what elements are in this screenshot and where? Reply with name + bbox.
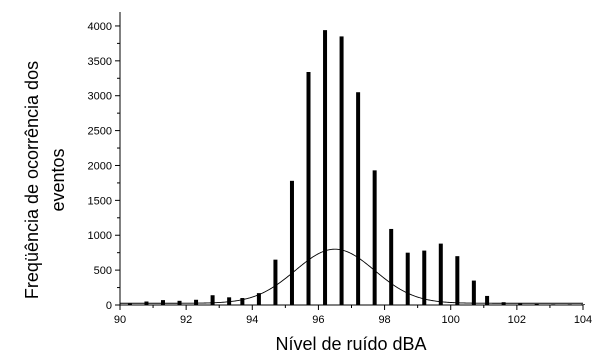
bar [438, 243, 443, 305]
bar [256, 293, 261, 305]
y-tick-label: 1500 [88, 195, 112, 207]
bar [273, 259, 278, 305]
axes-group [119, 12, 583, 306]
y-axis-title-line-2: eventos [48, 148, 68, 211]
bar [194, 299, 199, 305]
bar [227, 297, 232, 305]
bar [240, 298, 245, 305]
bar [356, 92, 361, 305]
x-axis-title: Nível de ruído dBA [275, 334, 426, 354]
bar [339, 36, 344, 306]
x-tick-label: 100 [442, 314, 460, 326]
bar [534, 303, 539, 305]
x-tick-label: 90 [114, 314, 126, 326]
x-tick-label: 96 [312, 314, 324, 326]
gaussian-fit-curve [120, 248, 583, 304]
x-tick-label: 104 [574, 314, 592, 326]
y-tick-label: 3000 [88, 91, 112, 103]
y-tick-label: 2500 [88, 126, 112, 138]
y-tick-label: 500 [94, 265, 112, 277]
x-tick-label: 92 [180, 314, 192, 326]
bar [471, 280, 476, 305]
bar [405, 252, 410, 305]
bar [323, 30, 328, 306]
bar [210, 295, 215, 305]
bar [306, 71, 311, 305]
x-tick-label: 94 [246, 314, 258, 326]
bar [485, 295, 490, 305]
ticks-group: 90 92 94 96 98 100 102 104 0 500 1000 1500 2000 2500 3… [88, 21, 593, 326]
bar [160, 300, 165, 305]
bar [422, 250, 427, 305]
y-axis-title-line-1: Freqüência de ocorrência dos [22, 61, 42, 299]
bar [389, 228, 394, 305]
x-tick-label: 102 [508, 314, 526, 326]
bar [289, 180, 294, 305]
y-tick-label: 2000 [88, 160, 112, 172]
x-tick-label: 98 [378, 314, 390, 326]
bar [455, 256, 460, 305]
y-tick-label: 1000 [88, 230, 112, 242]
y-tick-label: 0 [106, 300, 112, 312]
bar [372, 170, 377, 305]
y-tick-label: 4000 [88, 21, 112, 33]
bar [127, 303, 132, 305]
bars-group [127, 30, 585, 306]
y-tick-label: 3500 [88, 56, 112, 68]
bar [518, 303, 523, 305]
